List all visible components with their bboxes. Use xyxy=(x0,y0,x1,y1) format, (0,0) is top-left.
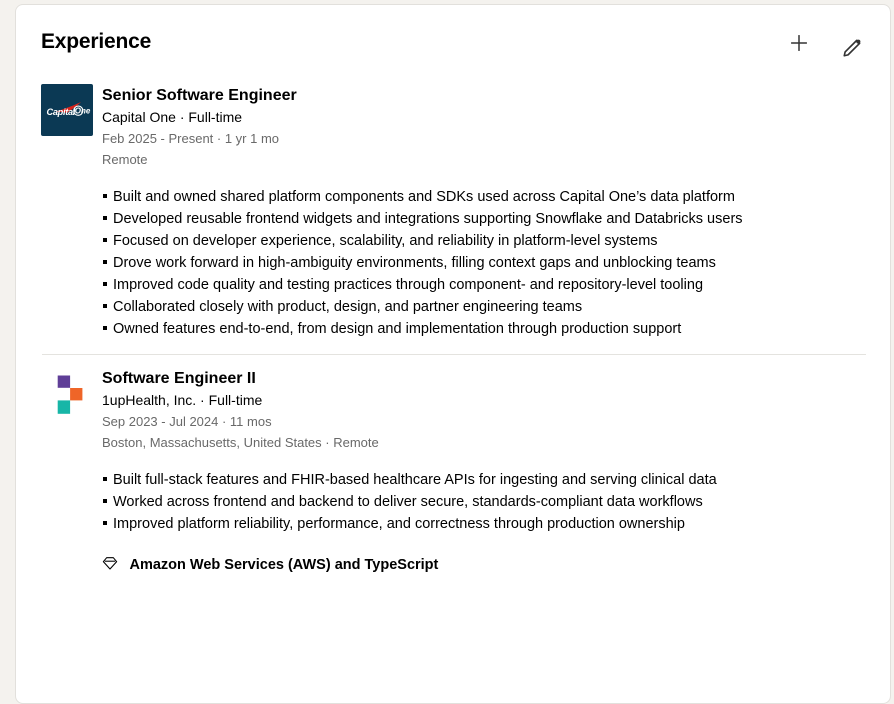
svg-text:One: One xyxy=(75,106,91,115)
svg-text:Capital: Capital xyxy=(47,107,76,117)
